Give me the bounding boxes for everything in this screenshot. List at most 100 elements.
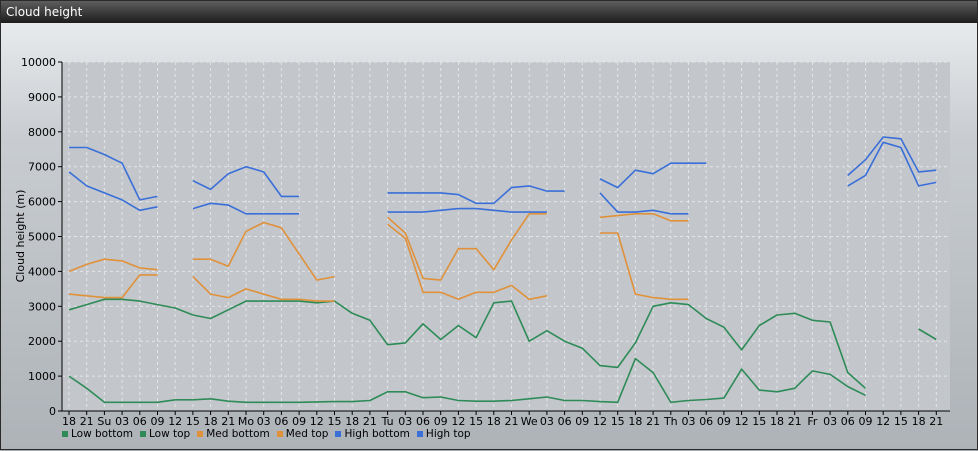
x-tick-label: 12 — [593, 415, 607, 428]
legend-label: Low bottom — [71, 428, 133, 440]
x-tick-label: 15 — [752, 415, 766, 428]
series-line-low-bottom — [68, 357, 866, 404]
series-line-med-bottom — [600, 232, 689, 301]
x-tick-label: 06 — [699, 415, 713, 428]
y-tick-label: 0 — [49, 405, 56, 418]
series-line-med-bottom — [68, 274, 158, 299]
x-axis: 18 21 Su 03 06 09 12 15 18 21 Mo 03 06 09 12 15 18 21 Tu 03… — [62, 410, 950, 428]
series-line-high-top — [599, 162, 707, 189]
series-line-high-top — [387, 185, 565, 205]
widget-title: Cloud height — [1, 1, 977, 23]
x-tick-label: Mo — [238, 415, 254, 428]
x-tick-label: 06 — [416, 415, 430, 428]
x-tick-label: 18 — [487, 415, 501, 428]
series-line-high-bottom — [68, 171, 158, 212]
legend-swatch — [416, 431, 423, 437]
x-tick-label: 12 — [876, 415, 890, 428]
x-tick-label: 03 — [398, 415, 412, 428]
x-tick-label: 09 — [717, 415, 731, 428]
x-tick-label: 15 — [611, 415, 625, 428]
x-tick-label: 18 — [345, 415, 359, 428]
x-tick-label: 21 — [788, 415, 802, 428]
x-tick-label: 03 — [257, 415, 271, 428]
x-tick-label: 03 — [823, 415, 837, 428]
x-tick-label: 18 — [62, 415, 76, 428]
series-line-med-bottom — [192, 276, 335, 302]
series-line-low-top — [918, 328, 937, 341]
legend-item: Low bottom — [62, 427, 133, 441]
x-tick-label: 21 — [505, 415, 519, 428]
legend-item: High bottom — [335, 427, 410, 441]
x-tick-label: Th — [663, 415, 678, 428]
x-tick-label: 18 — [628, 415, 642, 428]
legend-swatch — [197, 431, 204, 437]
legend-item: High top — [416, 427, 471, 441]
x-tick-label: 09 — [575, 415, 589, 428]
x-tick-label: 06 — [841, 415, 855, 428]
x-tick-label: 12 — [168, 415, 182, 428]
legend-label: Med top — [285, 428, 329, 440]
y-tick-label: 4000 — [28, 265, 56, 278]
x-tick-label: 03 — [682, 415, 696, 428]
legend-item: Med top — [276, 427, 329, 441]
x-tick-label: 09 — [292, 415, 306, 428]
x-tick-label: 18 — [770, 415, 784, 428]
x-tick-label: Su — [97, 415, 111, 428]
x-tick-label: 21 — [221, 415, 235, 428]
x-tick-label: 06 — [558, 415, 572, 428]
x-tick-label: 09 — [151, 415, 165, 428]
x-tick-label: 12 — [451, 415, 465, 428]
series-line-med-top — [68, 258, 158, 273]
y-axis-title: Cloud height (m) — [14, 190, 27, 283]
y-tick-label: 9000 — [28, 91, 56, 104]
x-tick-label: 21 — [80, 415, 94, 428]
series-line-med-top — [387, 213, 547, 281]
x-tick-label: Fr — [807, 415, 818, 428]
x-tick-label: 09 — [859, 415, 873, 428]
y-tick-label: 8000 — [28, 126, 56, 139]
y-tick-label: 5000 — [28, 231, 56, 244]
x-tick-label: Tu — [381, 415, 394, 428]
series-line-high-bottom — [192, 202, 300, 215]
x-tick-label: 03 — [540, 415, 554, 428]
x-tick-label: 15 — [894, 415, 908, 428]
x-tick-label: 15 — [328, 415, 342, 428]
series-line-high-top — [192, 165, 300, 198]
x-tick-label: 12 — [735, 415, 749, 428]
series-line-med-bottom — [387, 223, 548, 301]
series-line-med-top — [192, 221, 335, 281]
x-tick-label: 12 — [310, 415, 324, 428]
legend-swatch — [276, 431, 283, 437]
series-line-high-top — [69, 146, 158, 201]
legend-label: Med bottom — [206, 428, 270, 440]
series-line-med-top — [599, 213, 689, 222]
x-tick-label: 15 — [186, 415, 200, 428]
legend-label: Low top — [149, 428, 191, 440]
y-tick-label: 3000 — [28, 300, 56, 313]
x-tick-label: 06 — [274, 415, 288, 428]
y-tick-label: 2000 — [28, 335, 56, 348]
y-axis: 0 1000 2000 3000 4000 5000 6000 7000 8000 9000 100… — [21, 56, 63, 418]
x-tick-label: We — [521, 415, 538, 428]
legend-label: High top — [425, 428, 471, 440]
legend-item: Med bottom — [197, 427, 270, 441]
series-lines — [68, 136, 937, 404]
x-tick-label: 21 — [363, 415, 377, 428]
series-line-high-bottom — [599, 192, 689, 215]
y-tick-label: 7000 — [28, 161, 56, 174]
y-tick-label: 10000 — [21, 56, 56, 69]
series-line-high-bottom — [847, 141, 937, 187]
legend-swatch — [335, 431, 342, 437]
x-tick-label: 03 — [115, 415, 129, 428]
x-tick-label: 09 — [434, 415, 448, 428]
y-tick-label: 6000 — [28, 196, 56, 209]
legend-swatch — [140, 431, 146, 437]
x-tick-label: 21 — [646, 415, 660, 428]
legend: Low bottom Low top Med bottom Med top High b… — [62, 427, 471, 441]
y-tick-label: 1000 — [28, 370, 56, 383]
x-tick-label: 18 — [204, 415, 218, 428]
x-tick-label: 15 — [469, 415, 483, 428]
legend-label: High bottom — [344, 428, 410, 440]
